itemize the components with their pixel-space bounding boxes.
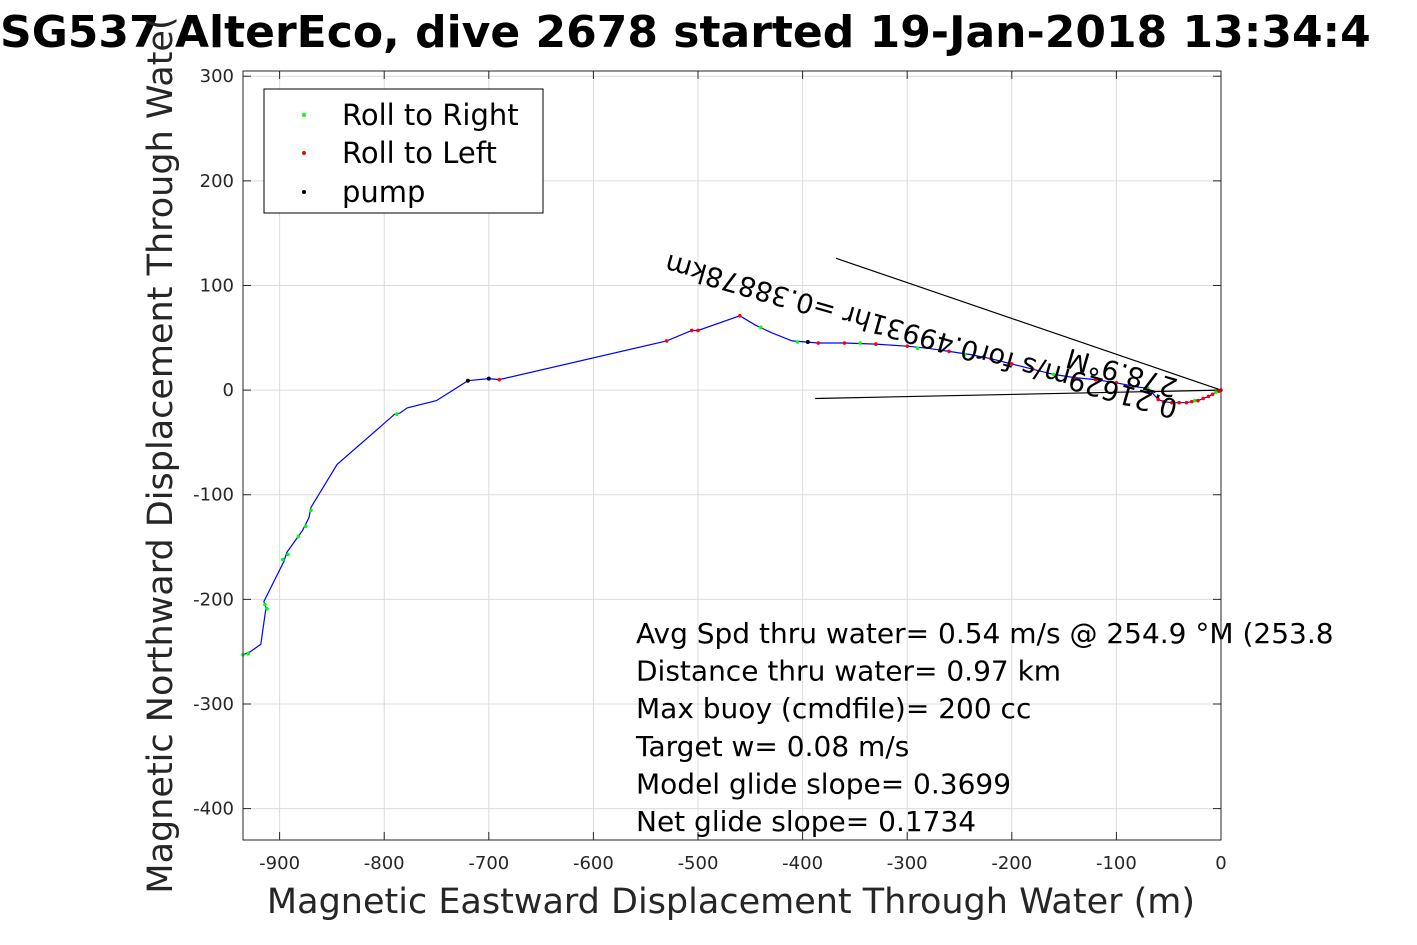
y-tick-label: -100 xyxy=(193,485,234,506)
chart-title: SG537 AlterEco, dive 2678 started 19-Jan… xyxy=(0,7,1371,58)
legend-label-roll-right: Roll to Right xyxy=(342,98,519,132)
current-lines xyxy=(815,257,1222,400)
roll-left-point xyxy=(1093,377,1098,382)
roll-left-point xyxy=(989,356,993,361)
statistics-line: Avg Spd thru water= 0.54 m/s @ 254.9 °M … xyxy=(636,617,1334,650)
roll-left-point xyxy=(905,344,910,348)
point-markers xyxy=(241,314,1223,657)
roll-left-point xyxy=(1030,367,1035,371)
roll-right-point xyxy=(1145,386,1150,390)
x-tick-label: -600 xyxy=(573,853,614,874)
y-tick-label: -400 xyxy=(193,799,234,820)
roll-left-point xyxy=(874,342,878,346)
statistics-annotation: Avg Spd thru water= 0.54 m/s @ 254.9 °M … xyxy=(635,617,1334,838)
roll-left-point xyxy=(1217,389,1221,393)
current-vector-line xyxy=(815,389,1222,400)
legend-label-pump: pump xyxy=(342,175,425,209)
axis-ticks: -900 -800 -700 -600 -500 -400 -300 -200 -100 0 300… xyxy=(193,66,1227,874)
y-tick-label: 0 xyxy=(223,380,234,401)
y-tick-label: 100 xyxy=(200,275,234,296)
roll-left-point xyxy=(1161,399,1166,404)
roll-left-point xyxy=(1170,400,1174,405)
x-tick-label: -300 xyxy=(887,853,928,874)
x-tick-label: -800 xyxy=(364,853,405,874)
roll-left-point xyxy=(1177,400,1181,405)
roll-right-point xyxy=(915,346,920,351)
roll-right-point xyxy=(303,524,308,528)
roll-right-point xyxy=(394,412,399,416)
legend: Roll to Right Roll to Left pump xyxy=(263,88,544,214)
plot-frame xyxy=(242,70,1222,841)
y-tick-label: -200 xyxy=(193,589,234,610)
x-tick-label: -200 xyxy=(991,853,1032,874)
roll-left-point xyxy=(1206,394,1211,399)
roll-right-point xyxy=(280,557,285,562)
rotated-annotation-0: 0.21629m/s for0.49931hr =0.38878km xyxy=(662,247,1181,423)
legend-marker-roll-left xyxy=(302,151,306,155)
roll-left-point xyxy=(738,314,742,318)
roll-left-point xyxy=(1114,380,1119,385)
roll-left-point xyxy=(696,328,700,333)
roll-right-point xyxy=(296,534,301,539)
y-tick-label: 200 xyxy=(200,171,234,192)
x-tick-label: -700 xyxy=(468,853,509,874)
statistics-line: Target w= 0.08 m/s xyxy=(635,730,909,763)
statistics-line: Max buoy (cmdfile)= 200 cc xyxy=(636,692,1031,725)
roll-left-point xyxy=(1210,392,1215,397)
statistics-line: Distance thru water= 0.97 km xyxy=(636,655,1061,688)
roll-right-point xyxy=(1213,390,1218,395)
rotated-annotations: 0.21629m/s for0.49931hr =0.38878km278.9°… xyxy=(662,247,1181,423)
pump-point xyxy=(465,378,470,383)
x-tick-label: -900 xyxy=(259,853,300,874)
legend-marker-pump xyxy=(302,190,306,194)
current-vector-line xyxy=(835,257,1222,391)
legend-marker-roll-right xyxy=(302,113,306,117)
roll-left-point xyxy=(1201,396,1206,401)
pump-point xyxy=(486,376,491,381)
roll-left-point xyxy=(1156,397,1161,402)
legend-label-roll-left: Roll to Left xyxy=(342,136,497,170)
roll-left-point xyxy=(1072,375,1077,380)
roll-right-point xyxy=(1051,372,1056,377)
pump-point xyxy=(805,339,810,344)
roll-right-point xyxy=(1193,398,1197,403)
roll-left-point xyxy=(816,341,821,345)
x-tick-label: -100 xyxy=(1096,853,1137,874)
x-axis-label: Magnetic Eastward Displacement Through W… xyxy=(267,882,1195,922)
roll-left-point xyxy=(497,377,502,382)
roll-left-point xyxy=(842,341,847,345)
roll-right-point xyxy=(246,651,251,656)
roll-right-point xyxy=(962,352,967,357)
y-tick-label: -300 xyxy=(193,694,234,715)
roll-left-point xyxy=(689,328,694,333)
roll-right-point xyxy=(265,606,269,611)
roll-left-point xyxy=(1189,399,1194,404)
roll-left-point xyxy=(1196,398,1200,403)
x-tick-label: -500 xyxy=(678,853,719,874)
roll-left-point xyxy=(1184,400,1189,405)
legend-box xyxy=(263,88,544,214)
y-tick-label: 300 xyxy=(200,66,234,87)
roll-right-point xyxy=(858,341,862,345)
roll-right-point xyxy=(309,508,313,513)
roll-right-point xyxy=(263,602,267,607)
roll-left-point xyxy=(947,349,951,354)
y-axis-label: Magnetic Northward Displacement Through … xyxy=(141,16,181,893)
roll-right-point xyxy=(795,340,800,344)
x-tick-label: -400 xyxy=(782,853,823,874)
statistics-line: Model glide slope= 0.3699 xyxy=(636,767,1011,800)
roll-right-point xyxy=(758,325,763,330)
roll-left-point xyxy=(1010,362,1014,366)
roll-right-point xyxy=(286,552,290,557)
x-tick-label: 0 xyxy=(1215,853,1226,874)
roll-left-point xyxy=(664,339,669,343)
statistics-line: Net glide slope= 0.1734 xyxy=(636,805,976,838)
